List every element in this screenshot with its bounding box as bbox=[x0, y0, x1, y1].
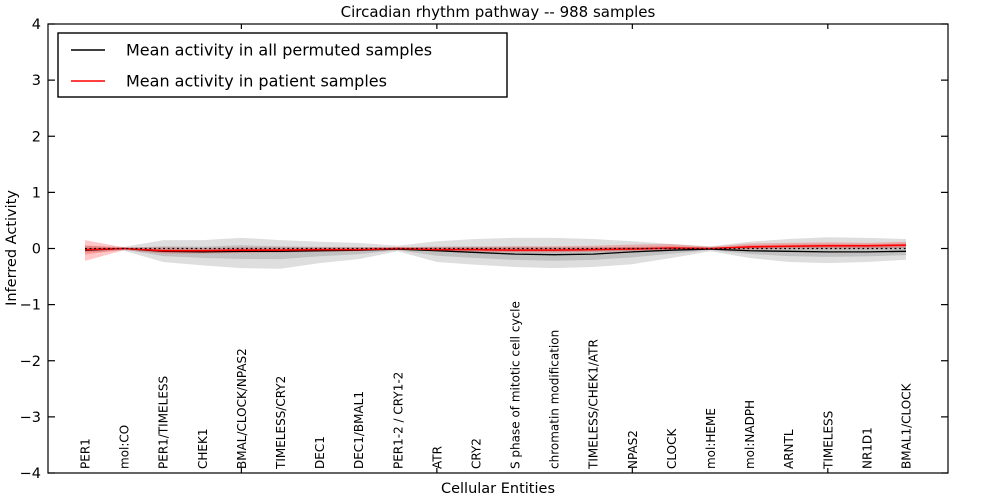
legend: Mean activity in all permuted samples Me… bbox=[57, 32, 508, 98]
y-tick-label: −4 bbox=[20, 466, 41, 482]
x-tick-label: DEC1/BMAL1 bbox=[352, 391, 366, 469]
x-tick-label: PER1 bbox=[79, 438, 93, 469]
patient-mean-line bbox=[84, 244, 907, 252]
x-tick-label: NPAS2 bbox=[626, 430, 640, 469]
legend-label-permuted: Mean activity in all permuted samples bbox=[126, 41, 432, 60]
chart-title: Circadian rhythm pathway -- 988 samples bbox=[341, 3, 656, 21]
y-tick-label: −3 bbox=[20, 410, 41, 426]
x-tick-label: BMAL/CLOCK/NPAS2 bbox=[235, 348, 249, 469]
plot-area: PER1 mol:CO PER1/TIMELESS CHEK1 BMAL/CLOCK/N… bbox=[79, 237, 914, 470]
x-tick-label: PER1/TIMELESS bbox=[157, 376, 171, 469]
legend-label-patient: Mean activity in patient samples bbox=[126, 72, 387, 91]
x-tick-label: BMAL1/CLOCK bbox=[900, 382, 914, 469]
x-tick-label: mol:NADPH bbox=[743, 400, 757, 469]
x-tick-label: ATR bbox=[430, 446, 444, 469]
x-tick-label: chromatin modification bbox=[548, 330, 562, 469]
x-tick-label: TIMELESS/CHEK1/ATR bbox=[587, 339, 601, 470]
x-tick-label: CLOCK bbox=[665, 428, 679, 469]
x-axis-label: Cellular Entities bbox=[441, 481, 555, 497]
y-tick-label: 4 bbox=[32, 17, 41, 33]
axis-ticks: 4 3 2 1 0 −1 −2 −3 −4 bbox=[20, 17, 948, 482]
permuted-mean-line bbox=[84, 247, 907, 256]
y-tick-label: 0 bbox=[32, 242, 41, 258]
x-tick-label: ARNTL bbox=[782, 429, 796, 469]
y-tick-label: 3 bbox=[32, 73, 41, 89]
x-tick-label: mol:HEME bbox=[704, 408, 718, 469]
x-tick-label: S phase of mitotic cell cycle bbox=[509, 301, 523, 469]
legend-box bbox=[57, 32, 508, 98]
x-tick-label: TIMELESS bbox=[821, 411, 835, 470]
y-tick-label: 1 bbox=[32, 185, 41, 201]
y-tick-label: −1 bbox=[20, 298, 41, 314]
y-axis-label: Inferred Activity bbox=[4, 190, 20, 306]
x-tick-label: PER1-2 / CRY1-2 bbox=[391, 372, 405, 469]
x-tick-label: NR1D1 bbox=[860, 427, 874, 469]
x-tick-label: TIMELESS/CRY2 bbox=[274, 376, 288, 470]
x-tick-label: CHEK1 bbox=[196, 429, 210, 470]
y-tick-label: 2 bbox=[32, 129, 41, 145]
x-tick-label: CRY2 bbox=[469, 438, 483, 469]
x-tick-label: mol:CO bbox=[118, 425, 132, 469]
y-tick-label: −2 bbox=[20, 354, 41, 370]
x-tick-label: DEC1 bbox=[313, 436, 327, 469]
